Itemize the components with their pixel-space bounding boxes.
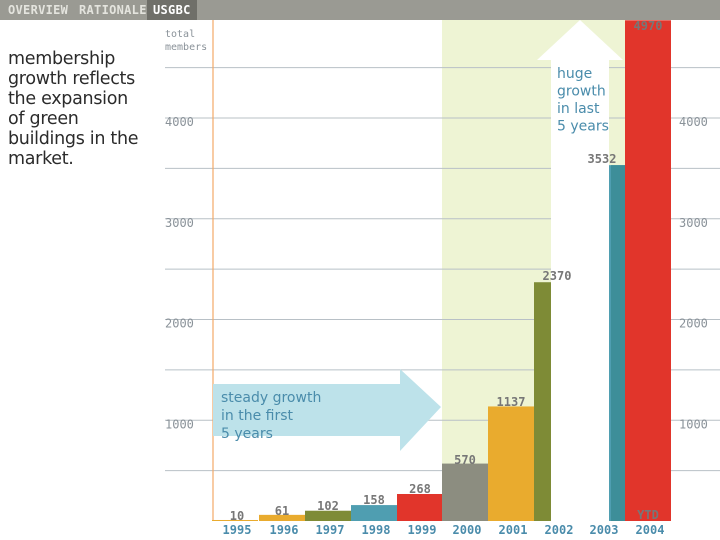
ytd-label: YTD xyxy=(637,508,659,522)
y-tick-label-left: 1000 xyxy=(165,417,194,431)
steady-growth-note: steady growth xyxy=(221,390,321,406)
huge-growth-note: 5 years xyxy=(557,119,609,135)
x-tick-label-1999: 1999 xyxy=(408,523,437,537)
y-axis-title: members xyxy=(165,42,207,53)
headline: membership growth reflects the expansion… xyxy=(8,49,158,169)
x-tick-label-2003: 2003 xyxy=(590,523,619,537)
x-tick-label-2000: 2000 xyxy=(453,523,482,537)
y-tick-label-left: 3000 xyxy=(165,216,194,230)
headline-line: of green xyxy=(8,109,79,129)
x-tick-label-1998: 1998 xyxy=(362,523,391,537)
x-tick-label-1996: 1996 xyxy=(270,523,299,537)
x-tick-label-1995: 1995 xyxy=(223,523,252,537)
bar-2000 xyxy=(442,463,488,521)
x-tick-label-1997: 1997 xyxy=(316,523,345,537)
huge-growth-arrow xyxy=(537,20,623,521)
x-tick-label-2002: 2002 xyxy=(545,523,574,537)
bar-1996 xyxy=(259,514,305,521)
y-tick-label-left: 4000 xyxy=(165,115,194,129)
bar-1995 xyxy=(212,519,258,521)
top-navigation-bar: OVERVIEW RATIONALE USGBC xyxy=(0,0,720,20)
value-label-1998: 158 xyxy=(363,493,385,507)
steady-growth-arrow xyxy=(213,369,441,451)
tab-usgbc[interactable]: USGBC xyxy=(147,0,197,20)
tab-rationale[interactable]: RATIONALE xyxy=(79,3,147,17)
y-tick-label-right: 3000 xyxy=(679,216,708,230)
value-label-2003: 3532 xyxy=(588,152,617,166)
steady-growth-note: 5 years xyxy=(221,426,273,442)
bar-shade-2003 xyxy=(611,165,625,521)
value-label-1996: 61 xyxy=(275,504,289,518)
huge-growth-note: huge xyxy=(557,66,592,82)
value-label-2002: 2370 xyxy=(543,269,572,283)
y-tick-label-right: 1000 xyxy=(679,417,708,431)
value-label-1997: 102 xyxy=(317,499,339,513)
headline-line: membership xyxy=(8,49,116,69)
bar-1998 xyxy=(351,505,397,521)
value-label-2000: 570 xyxy=(454,453,476,467)
y-tick-label-right: 4000 xyxy=(679,115,708,129)
y-tick-label-left: 2000 xyxy=(165,317,194,331)
headline-line: growth reflects xyxy=(8,69,135,89)
value-label-1999: 268 xyxy=(409,482,431,496)
tab-overview[interactable]: OVERVIEW xyxy=(8,3,69,17)
bar-2001 xyxy=(488,406,534,521)
value-label-2001: 1137 xyxy=(497,395,526,409)
headline-line: market. xyxy=(8,149,74,169)
bar-2004 xyxy=(625,20,671,522)
y-axis-title: total xyxy=(165,29,195,40)
y-tick-label-right: 2000 xyxy=(679,317,708,331)
x-tick-label-2004: 2004 xyxy=(636,523,665,537)
bar-1999 xyxy=(397,493,443,521)
x-tick-label-2001: 2001 xyxy=(499,523,528,537)
headline-line: the expansion xyxy=(8,89,128,109)
value-label-1995: 10 xyxy=(230,509,244,523)
bar-1997 xyxy=(305,510,351,521)
huge-growth-note: in last xyxy=(557,101,600,117)
headline-line: buildings in the xyxy=(8,129,139,149)
value-label-2004: 4970 xyxy=(634,19,663,33)
huge-growth-note: growth xyxy=(557,84,606,100)
steady-growth-note: in the first xyxy=(221,408,294,424)
